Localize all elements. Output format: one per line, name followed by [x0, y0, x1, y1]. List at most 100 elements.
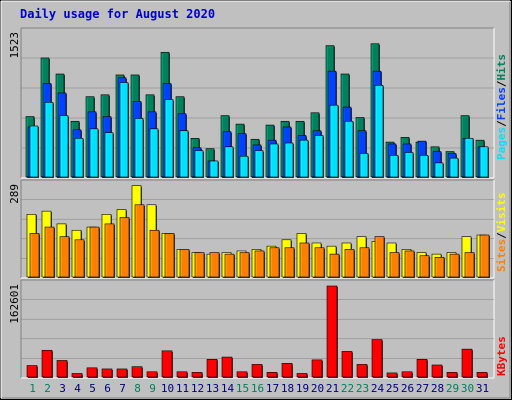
bar-kbytes-day-31-fill [476, 372, 488, 378]
ymax-label-hits-files-pages: 1523 [8, 32, 21, 59]
legend-hits-files-pages: Pages/Files/Hits [495, 54, 508, 160]
bar-pages-day-8-fill [134, 118, 144, 178]
legend-files: Files [495, 87, 508, 120]
bar-pages-day-20 [314, 135, 324, 178]
bar-kbytes-day-1-fill [26, 365, 38, 378]
bar-kbytes-day-12 [191, 372, 203, 378]
bar-sites-day-3-fill [59, 236, 70, 278]
bar-kbytes-day-13 [206, 359, 218, 378]
legend-visits: Visits [495, 193, 508, 233]
bar-pages-day-13 [209, 160, 219, 178]
day-label-19: 19 [296, 382, 309, 395]
day-label-27: 27 [416, 382, 429, 395]
bar-sites-day-17-fill [269, 247, 280, 278]
bar-sites-day-26 [404, 250, 415, 278]
bar-pages-day-5-fill [89, 128, 99, 178]
bar-kbytes-day-3-fill [56, 360, 68, 378]
bar-kbytes-day-17-fill [266, 372, 278, 378]
day-label-2: 2 [44, 382, 51, 395]
bar-sites-day-26-fill [404, 250, 415, 278]
legend-separator: / [495, 80, 508, 87]
bar-pages-day-21 [329, 104, 339, 178]
bar-sites-day-17 [269, 247, 280, 278]
bar-sites-day-7-fill [119, 217, 130, 278]
bar-pages-day-17-fill [269, 143, 279, 178]
bar-pages-day-12 [194, 150, 204, 178]
bar-pages-day-23-fill [359, 153, 369, 178]
bar-sites-day-5-fill [89, 226, 100, 278]
bar-kbytes-day-29 [446, 372, 458, 378]
bar-sites-day-22 [344, 249, 355, 278]
bar-sites-day-3 [59, 236, 70, 278]
legend-separator: / [495, 232, 508, 239]
bar-kbytes-day-24-fill [371, 339, 383, 378]
bar-pages-day-14 [224, 146, 234, 178]
bar-kbytes-day-26 [401, 371, 413, 378]
bar-pages-day-1 [29, 125, 39, 178]
legend-kbytes: KBytes [495, 336, 508, 376]
day-label-24: 24 [371, 382, 385, 395]
bar-kbytes-day-11 [176, 371, 188, 378]
bar-kbytes-day-11-fill [176, 371, 188, 378]
bar-sites-day-20 [314, 247, 325, 278]
bar-kbytes-day-16 [251, 364, 263, 378]
bar-kbytes-day-5 [86, 367, 98, 378]
bar-kbytes-day-7 [116, 368, 128, 378]
day-label-3: 3 [59, 382, 66, 395]
bar-sites-day-18-fill [284, 247, 295, 278]
bar-pages-day-7 [119, 82, 129, 178]
bar-kbytes-day-15 [236, 371, 248, 378]
bar-sites-day-29 [449, 253, 460, 278]
bar-kbytes-day-26-fill [401, 371, 413, 378]
bar-pages-day-11 [179, 130, 189, 178]
bar-pages-day-24 [374, 85, 384, 178]
bar-pages-day-19 [299, 139, 309, 178]
ymax-label-visits-sites: 289 [8, 184, 21, 204]
chart-title: Daily usage for August 2020 [20, 7, 215, 21]
bar-pages-day-23 [359, 153, 369, 178]
bar-sites-day-8-fill [134, 204, 145, 278]
bar-kbytes-day-4-fill [71, 373, 83, 378]
bar-pages-day-22 [344, 120, 354, 178]
bar-sites-day-21-fill [329, 253, 340, 278]
day-label-26: 26 [401, 382, 414, 395]
day-label-14: 14 [221, 382, 235, 395]
bar-kbytes-day-6 [101, 368, 113, 378]
bar-sites-day-12 [194, 252, 205, 278]
bar-kbytes-day-1 [26, 365, 38, 378]
bar-sites-day-13-fill [209, 252, 220, 278]
bar-kbytes-day-9 [146, 371, 158, 378]
bar-sites-day-12-fill [194, 252, 205, 278]
bar-sites-day-11-fill [179, 249, 190, 278]
day-label-23: 23 [356, 382, 369, 395]
panel-kbytes [21, 280, 494, 378]
bar-sites-day-14 [224, 253, 235, 278]
bar-kbytes-day-2 [41, 349, 53, 378]
bar-pages-day-3 [59, 115, 69, 178]
bar-sites-day-23-fill [359, 247, 370, 278]
bar-kbytes-day-14-fill [221, 356, 233, 378]
bar-pages-day-7-fill [119, 82, 129, 178]
bar-pages-day-8 [134, 118, 144, 178]
day-label-13: 13 [206, 382, 219, 395]
bar-kbytes-day-21-fill [326, 285, 338, 378]
bar-sites-day-16 [254, 250, 265, 278]
bar-pages-day-31 [479, 146, 489, 178]
bar-sites-day-6 [104, 223, 115, 278]
bar-kbytes-day-23-fill [356, 364, 368, 378]
bar-kbytes-day-5-fill [86, 367, 98, 378]
bar-sites-day-31 [479, 234, 490, 278]
day-label-12: 12 [191, 382, 204, 395]
ymax-label-kbytes: 162601 [8, 284, 21, 324]
day-label-28: 28 [431, 382, 444, 395]
day-label-17: 17 [266, 382, 279, 395]
panels [20, 27, 495, 379]
day-label-25: 25 [386, 382, 399, 395]
day-label-10: 10 [161, 382, 174, 395]
bar-sites-day-27-fill [419, 255, 430, 278]
bar-sites-day-9-fill [149, 229, 160, 278]
bar-kbytes-day-16-fill [251, 364, 263, 378]
day-label-9: 9 [149, 382, 156, 395]
bar-pages-day-19-fill [299, 139, 309, 178]
